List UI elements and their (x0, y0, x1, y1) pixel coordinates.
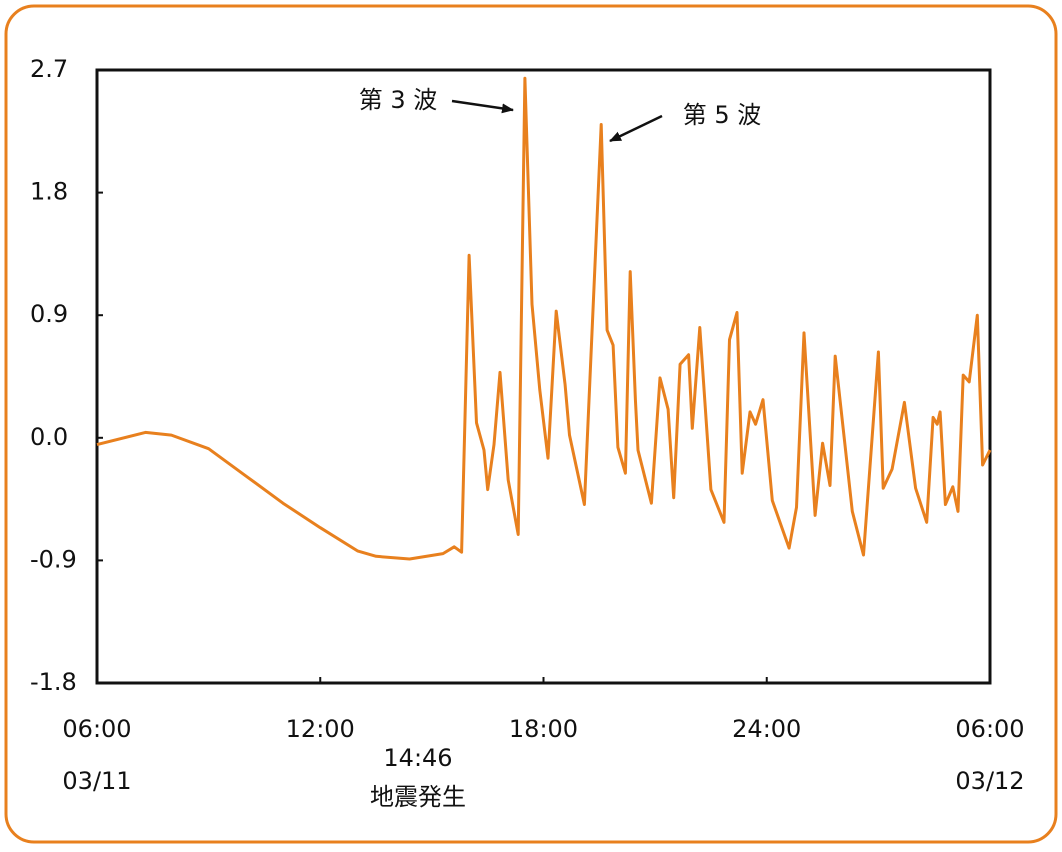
outer-frame (4, 4, 1058, 844)
annotation-arrow (609, 114, 663, 143)
event-time: 14:46 (383, 744, 452, 772)
annotation-arrow (451, 99, 514, 114)
x-tick-label: 06:00 (62, 715, 131, 743)
data-line (96, 76, 992, 561)
x-tick-label: 12:00 (286, 715, 355, 743)
annotation: 第 3 波 (359, 86, 438, 114)
event-label: 地震発生 (370, 783, 466, 811)
date-label: 03/12 (955, 767, 1024, 795)
annotation: 第 5 波 (683, 101, 762, 129)
y-tick-label: -1.8 (30, 668, 77, 696)
y-tick-label: 1.8 (30, 178, 68, 206)
x-tick-label: 06:00 (955, 715, 1024, 743)
x-tick-label: 24:00 (732, 715, 801, 743)
plot-frame (95, 68, 992, 685)
y-tick-label: 0.0 (30, 423, 68, 451)
y-tick-label: -0.9 (30, 545, 77, 573)
date-label: 03/11 (62, 767, 131, 795)
y-tick-label: 0.9 (30, 300, 68, 328)
x-tick-label: 18:00 (509, 715, 578, 743)
y-tick-label: 2.7 (30, 55, 68, 83)
